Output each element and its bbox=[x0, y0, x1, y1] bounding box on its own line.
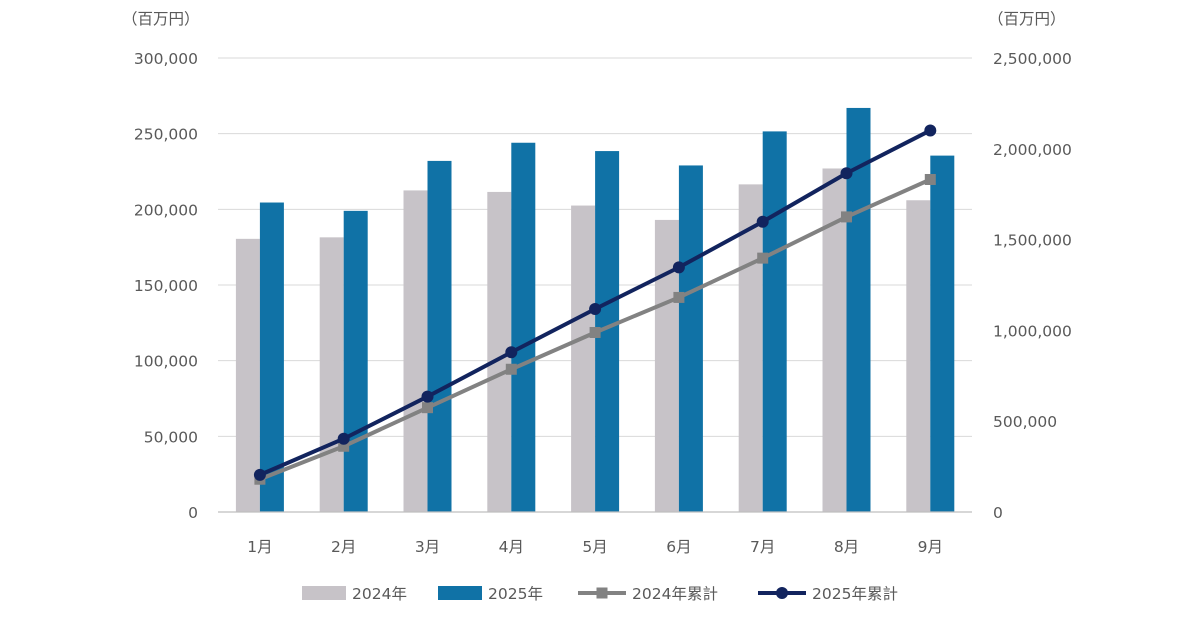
left-tick-label: 150,000 bbox=[134, 277, 198, 295]
bar bbox=[427, 160, 452, 512]
legend-swatch bbox=[302, 586, 346, 600]
bar bbox=[235, 238, 260, 513]
left-tick-label: 0 bbox=[188, 504, 198, 522]
bar bbox=[319, 237, 344, 512]
point-marker bbox=[253, 468, 266, 481]
bar bbox=[762, 131, 787, 512]
legend-label: 2025年累計 bbox=[812, 585, 898, 603]
point-marker bbox=[924, 124, 937, 137]
line-layer bbox=[253, 124, 937, 485]
bar bbox=[511, 142, 536, 512]
left-tick-label: 100,000 bbox=[134, 353, 198, 371]
right-tick-label: 0 bbox=[993, 504, 1003, 522]
bar bbox=[571, 205, 596, 513]
x-tick-label: 1月 bbox=[247, 538, 272, 556]
point-marker bbox=[841, 211, 852, 223]
x-tick-label: 8月 bbox=[834, 538, 859, 556]
point-marker bbox=[421, 390, 434, 403]
bar-layer bbox=[235, 107, 955, 513]
bar bbox=[906, 200, 931, 512]
left-tick-label: 300,000 bbox=[134, 50, 198, 68]
left-axis-unit: （百万円） bbox=[122, 10, 200, 28]
bar bbox=[930, 155, 955, 513]
point-marker bbox=[673, 291, 685, 303]
right-axis-unit: （百万円） bbox=[988, 10, 1066, 28]
legend-label: 2024年 bbox=[352, 585, 407, 603]
bar bbox=[403, 190, 428, 512]
legend-marker bbox=[596, 587, 608, 599]
point-marker bbox=[337, 432, 350, 445]
right-tick-label: 1,500,000 bbox=[993, 232, 1072, 250]
x-tick-label: 6月 bbox=[666, 538, 691, 556]
bar bbox=[259, 202, 284, 513]
bar bbox=[343, 210, 368, 512]
legend-marker bbox=[776, 587, 788, 599]
point-marker bbox=[757, 252, 769, 264]
x-tick-label: 3月 bbox=[415, 538, 440, 556]
left-tick-label: 250,000 bbox=[134, 126, 198, 144]
right-tick-label: 2,500,000 bbox=[993, 50, 1072, 68]
legend-swatch bbox=[438, 586, 482, 600]
x-tick-label: 5月 bbox=[582, 538, 607, 556]
left-tick-label: 50,000 bbox=[144, 428, 198, 446]
point-marker bbox=[505, 346, 518, 359]
axis-layer: 0 50,000 100,000 150,000 200,000 250,000 300,0… bbox=[134, 50, 1072, 556]
point-marker bbox=[589, 326, 601, 338]
right-tick-label: 500,000 bbox=[993, 413, 1057, 431]
point-marker bbox=[338, 440, 350, 452]
x-tick-label: 2月 bbox=[331, 538, 356, 556]
left-tick-label: 200,000 bbox=[134, 201, 198, 219]
bar bbox=[678, 165, 703, 513]
legend-label: 2025年 bbox=[488, 585, 543, 603]
right-tick-label: 1,000,000 bbox=[993, 322, 1072, 340]
x-tick-label: 4月 bbox=[499, 538, 524, 556]
x-tick-label: 7月 bbox=[750, 538, 775, 556]
point-marker bbox=[924, 173, 936, 185]
point-marker bbox=[422, 402, 433, 414]
point-marker bbox=[589, 302, 602, 315]
right-tick-label: 2,000,000 bbox=[993, 141, 1072, 159]
point-marker bbox=[840, 167, 853, 180]
legend-label: 2024年累計 bbox=[632, 585, 718, 603]
bar bbox=[738, 184, 763, 512]
legend: 2024年 2025年 2024年累計 2025年累計 bbox=[302, 585, 898, 603]
point-marker bbox=[756, 215, 769, 228]
point-marker bbox=[672, 261, 685, 274]
x-tick-label: 9月 bbox=[918, 538, 943, 556]
point-marker bbox=[505, 363, 517, 375]
